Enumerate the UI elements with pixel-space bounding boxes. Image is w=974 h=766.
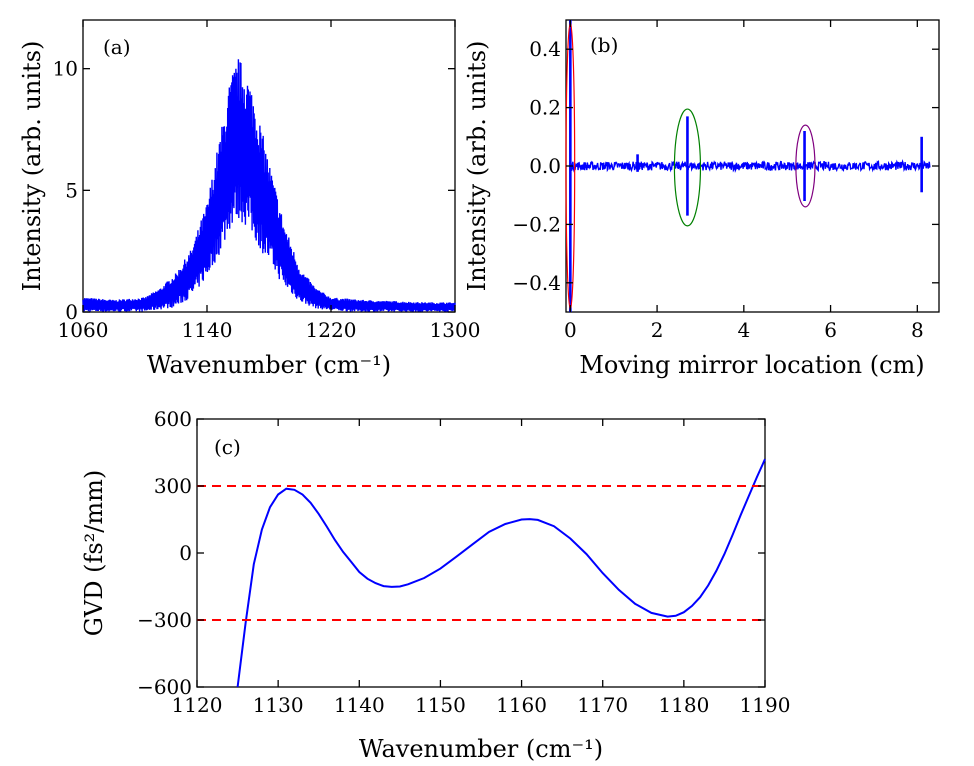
x-tick-label: 2 bbox=[651, 318, 664, 342]
x-tick-label: 0 bbox=[564, 318, 577, 342]
x-tick-label: 1220 bbox=[306, 318, 357, 342]
spectrum-line bbox=[82, 59, 456, 312]
x-tick-label: 1160 bbox=[496, 693, 547, 717]
panel-b-ticks: 0 2 4 6 8 −0.4 −0.2 0.0 0.2 0.4 bbox=[512, 20, 939, 342]
x-tick-label: 6 bbox=[824, 318, 837, 342]
y-tick-label: 0 bbox=[65, 300, 78, 324]
x-tick-label: 1300 bbox=[430, 318, 481, 342]
panel-a-ticks: 1060 1140 1220 1300 0 5 10 bbox=[53, 20, 481, 342]
highlight-ellipse bbox=[673, 108, 702, 227]
panel-b-label: (b) bbox=[590, 33, 618, 57]
y-tick-label: 300 bbox=[154, 474, 192, 498]
panel-a-frame bbox=[82, 19, 456, 313]
x-tick-label: 1120 bbox=[172, 693, 223, 717]
y-tick-label: −0.4 bbox=[512, 271, 561, 295]
y-tick-label: 600 bbox=[154, 407, 192, 431]
panel-c-frame bbox=[196, 418, 766, 688]
x-tick-label: 4 bbox=[737, 318, 750, 342]
x-tick-label: 1150 bbox=[415, 693, 466, 717]
panel-c: 1120 1130 1140 1150 1160 1170 1180 1190 −600 −300… bbox=[80, 407, 790, 763]
panel-c-xlabel: Wavenumber (cm⁻¹) bbox=[359, 735, 603, 763]
panel-a-plot bbox=[82, 59, 456, 312]
x-tick-label: 1060 bbox=[58, 318, 109, 342]
x-tick-label: 1140 bbox=[334, 693, 385, 717]
y-tick-label: 0.0 bbox=[529, 154, 561, 178]
y-tick-label: 10 bbox=[53, 57, 78, 81]
panel-b-plot bbox=[565, 20, 931, 312]
y-tick-label: 0 bbox=[179, 541, 192, 565]
panel-c-ylabel: GVD (fs²/mm) bbox=[80, 470, 108, 637]
panel-a-label: (a) bbox=[103, 35, 131, 59]
panel-c-label: (c) bbox=[214, 435, 241, 459]
panel-b: 0 2 4 6 8 −0.4 −0.2 0.0 0.2 0.4 (b) Moving mirror… bbox=[463, 19, 940, 379]
x-tick-label: 1130 bbox=[253, 693, 304, 717]
panel-a-ylabel: Intensity (arb. units) bbox=[18, 41, 46, 292]
panel-c-ticks: 1120 1130 1140 1150 1160 1170 1180 1190 −600 −300… bbox=[137, 407, 790, 717]
y-tick-label: −600 bbox=[137, 675, 192, 699]
x-tick-label: 1170 bbox=[577, 693, 628, 717]
x-tick-label: 1180 bbox=[658, 693, 709, 717]
x-tick-label: 8 bbox=[911, 318, 924, 342]
panel-a: 1060 1140 1220 1300 0 5 10 (a) Wavenumber (cm⁻… bbox=[18, 19, 481, 379]
x-tick-label: 1140 bbox=[182, 318, 233, 342]
panel-c-plot bbox=[197, 458, 766, 688]
y-tick-label: −0.2 bbox=[512, 212, 561, 236]
y-tick-label: 0.4 bbox=[529, 37, 561, 61]
y-tick-label: 0.2 bbox=[529, 96, 561, 120]
panel-b-xlabel: Moving mirror location (cm) bbox=[579, 351, 924, 379]
panel-b-ylabel: Intensity (arb. units) bbox=[463, 41, 491, 292]
highlight-ellipse bbox=[795, 124, 816, 208]
panel-a-xlabel: Wavenumber (cm⁻¹) bbox=[147, 351, 391, 379]
interferogram-baseline bbox=[569, 159, 931, 173]
y-tick-label: −300 bbox=[137, 608, 192, 632]
gvd-curve bbox=[236, 458, 766, 688]
y-tick-label: 5 bbox=[65, 178, 78, 202]
x-tick-label: 1190 bbox=[740, 693, 791, 717]
